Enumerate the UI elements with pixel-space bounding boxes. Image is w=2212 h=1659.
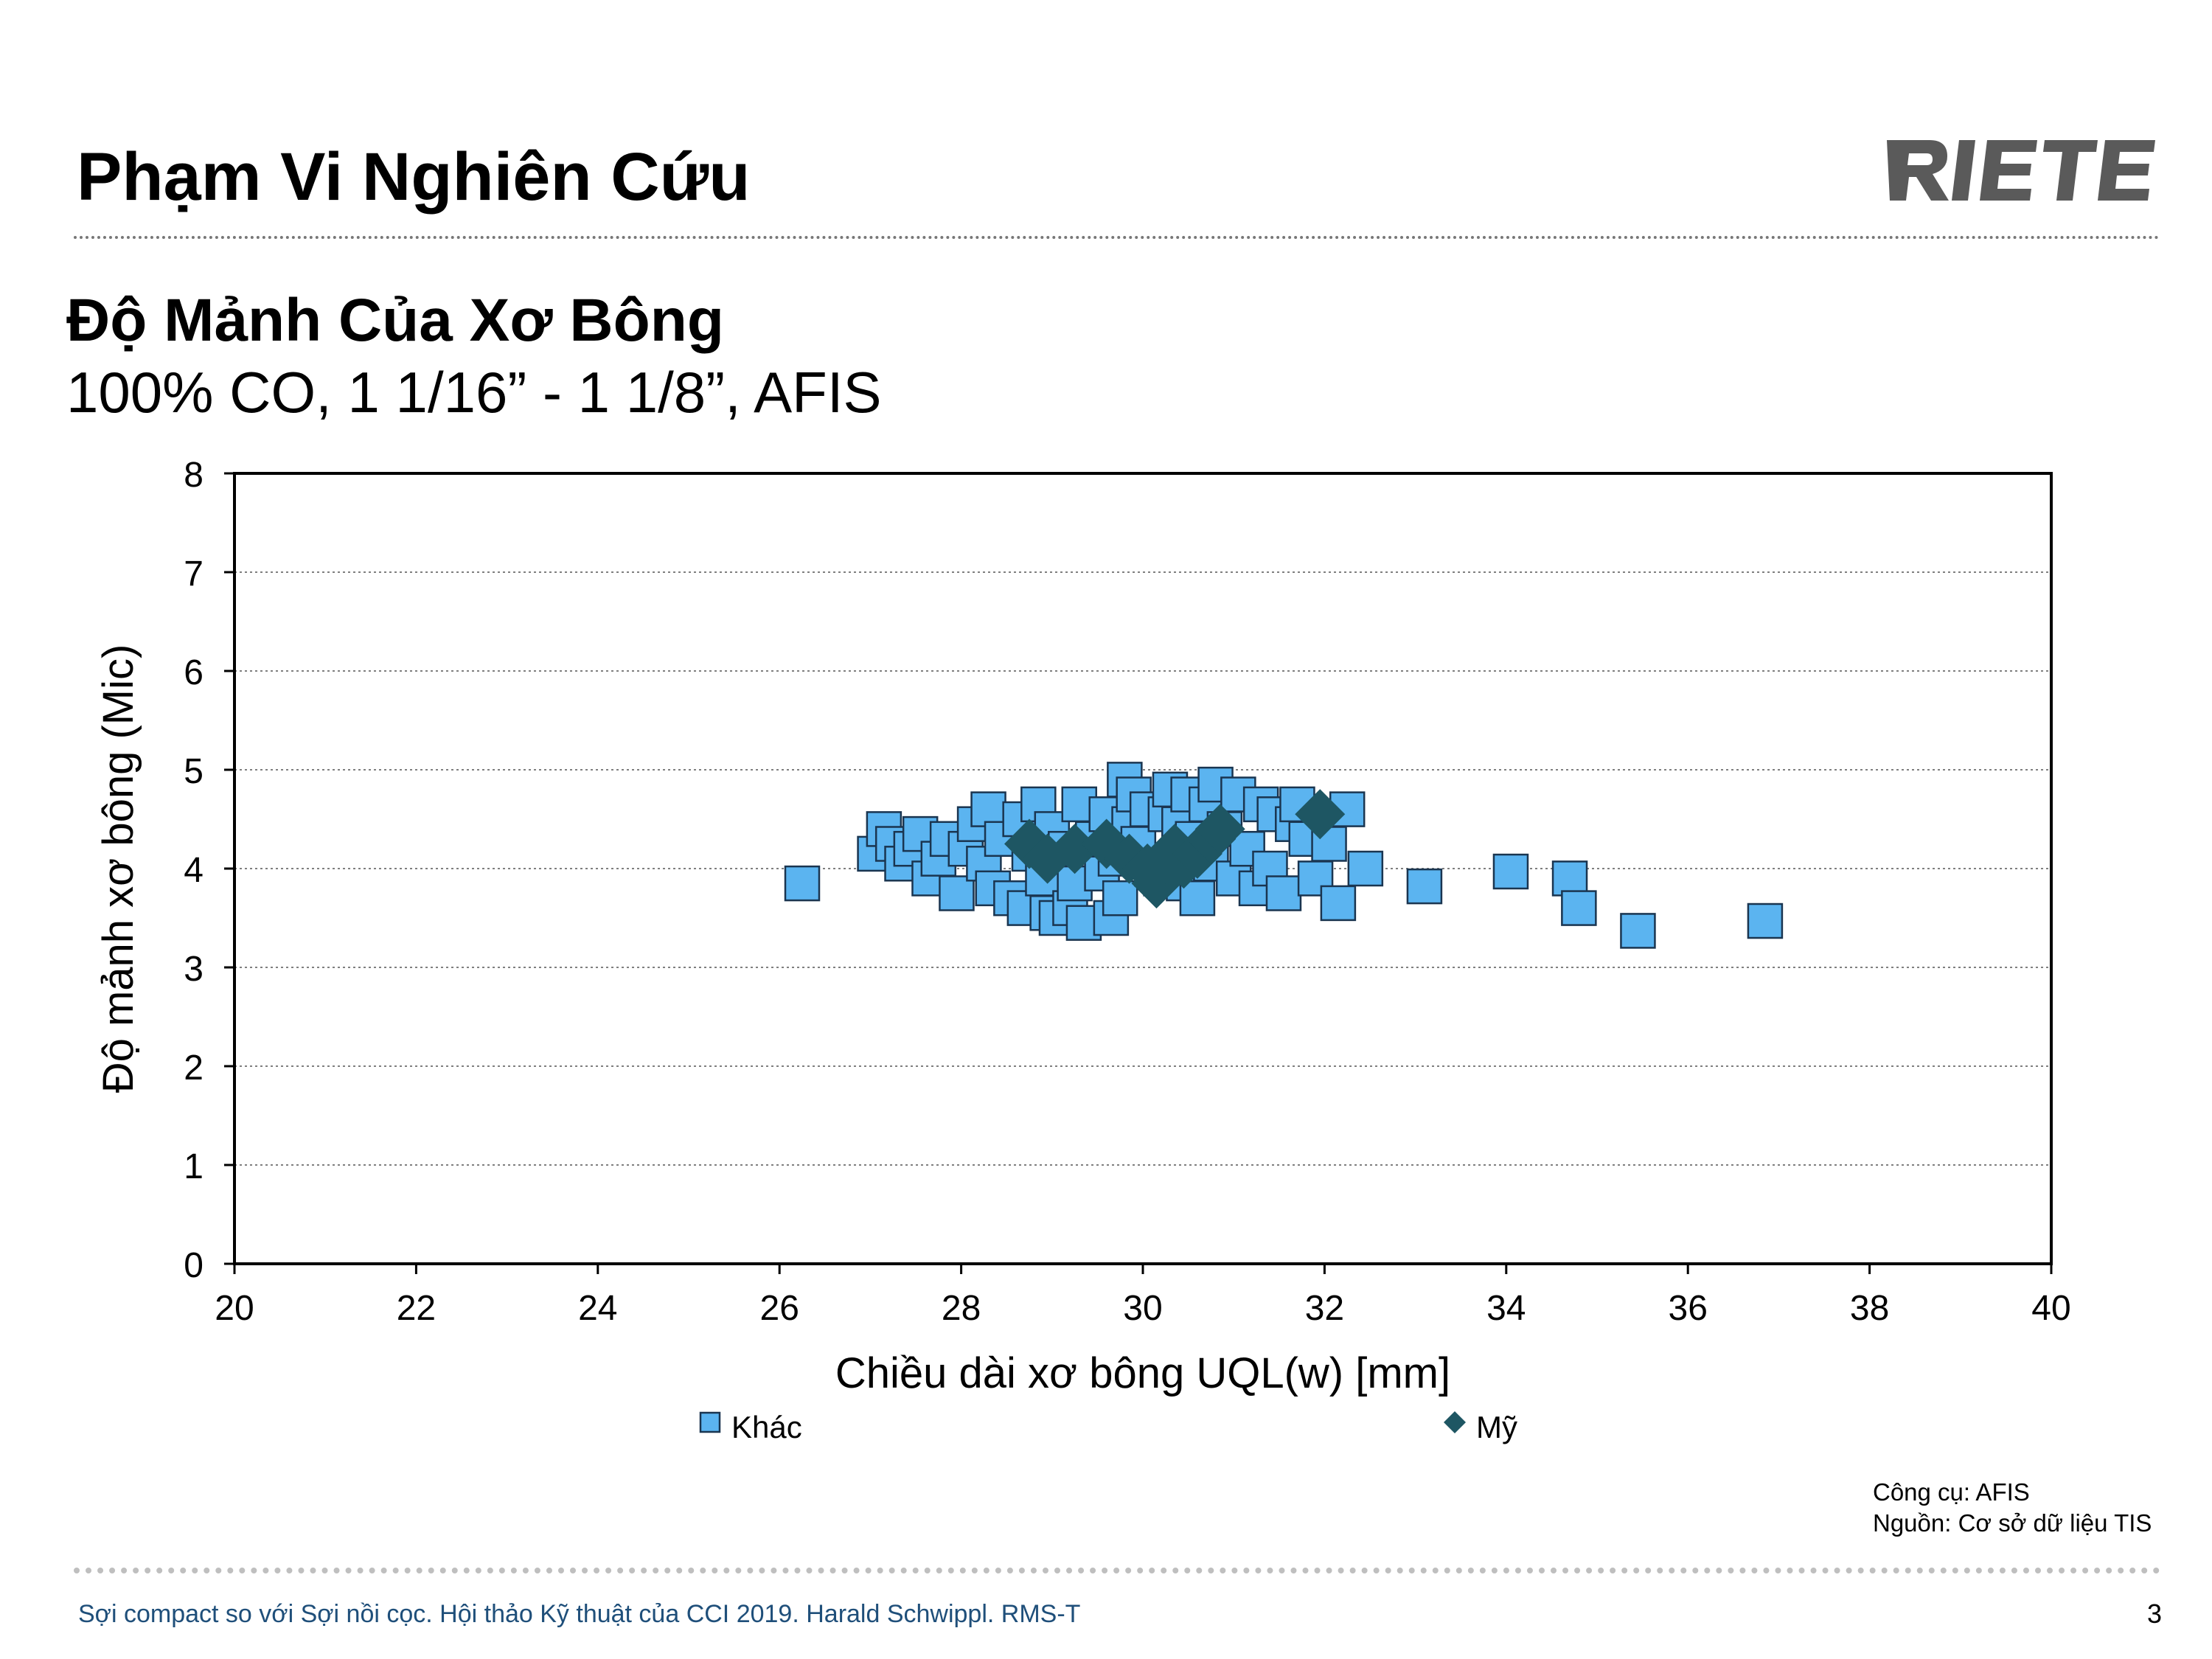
- rieter-logo: [1887, 140, 2155, 201]
- legend-marker-khac: [699, 1411, 721, 1433]
- y-tick-label: 6: [184, 653, 204, 692]
- y-tick-label: 2: [184, 1048, 204, 1088]
- x-tick-label: 34: [1486, 1289, 1526, 1328]
- point-khac-10: [939, 875, 975, 911]
- y-tick-label: 5: [184, 752, 204, 791]
- point-khac-66: [1297, 860, 1334, 897]
- point-khac-73: [1551, 860, 1588, 897]
- point-khac-0: [784, 865, 821, 902]
- point-my-2: [1049, 824, 1100, 874]
- point-khac-14: [970, 791, 1006, 827]
- point-my-13: [1295, 789, 1346, 840]
- plot-area: [233, 472, 2053, 1265]
- x-tick-label: 38: [1850, 1289, 1889, 1328]
- chart-heading: Độ Mảnh Của Xơ Bông: [66, 287, 724, 354]
- x-tick-label: 36: [1669, 1289, 1708, 1328]
- y-tick-label: 8: [184, 456, 204, 495]
- legend-label: Mỹ: [1476, 1410, 1517, 1444]
- point-khac-70: [1347, 850, 1384, 887]
- point-khac-71: [1406, 868, 1443, 905]
- title-divider: [74, 236, 2160, 239]
- x-axis-label: Chiều dài xơ bông UQL(w) [mm]: [835, 1349, 1450, 1397]
- y-tick-label: 3: [184, 950, 204, 989]
- series-khac: [784, 762, 1784, 949]
- source-data: Nguồn: Cơ sở dữ liệu TIS: [1873, 1509, 2152, 1537]
- legend: Khác Mỹ: [699, 1410, 1517, 1444]
- y-tick-label: 0: [184, 1246, 204, 1285]
- point-khac-72: [1492, 853, 1529, 890]
- footer-divider: [74, 1568, 2160, 1573]
- point-khac-75: [1620, 913, 1656, 949]
- x-tick-label: 28: [942, 1289, 981, 1328]
- y-tick-label: 7: [184, 554, 204, 594]
- point-khac-62: [1265, 875, 1302, 911]
- legend-marker-my: [1444, 1411, 1466, 1433]
- y-axis-label: Độ mảnh xơ bông (Mic): [94, 644, 142, 1093]
- point-my-12: [1194, 804, 1245, 855]
- y-tick-label: 4: [184, 851, 204, 890]
- series-my: [1004, 789, 1346, 909]
- source-tool: Công cụ: AFIS: [1873, 1478, 2030, 1506]
- x-tick-label: 24: [578, 1289, 617, 1328]
- legend-label: Khác: [731, 1410, 802, 1444]
- y-axis-ticks: 0 1 2 3 4 5 6 7 8: [184, 456, 234, 1285]
- point-khac-36: [1102, 880, 1138, 917]
- x-tick-label: 32: [1305, 1289, 1344, 1328]
- x-tick-label: 40: [2031, 1289, 2070, 1328]
- x-axis-ticks: 20 22 24 26 28 30 32 34 36 38 40: [215, 1264, 2071, 1328]
- point-khac-76: [1747, 902, 1784, 939]
- x-tick-label: 20: [215, 1289, 254, 1328]
- x-tick-label: 26: [760, 1289, 799, 1328]
- slide-title: Phạm Vi Nghiên Cứu: [77, 139, 751, 215]
- x-tick-label: 30: [1123, 1289, 1162, 1328]
- x-tick-label: 22: [397, 1289, 436, 1328]
- chart-subheading: 100% CO, 1 1/16” - 1 1/8”, AFIS: [66, 360, 882, 425]
- point-khac-74: [1561, 890, 1597, 926]
- page-number: 3: [2140, 1599, 2163, 1630]
- point-khac-50: [1179, 880, 1216, 917]
- footer-text: Sợi compact so với Sợi nồi cọc. Hội thảo…: [78, 1600, 1096, 1629]
- point-khac-68: [1320, 885, 1357, 922]
- y-tick-label: 1: [184, 1147, 204, 1186]
